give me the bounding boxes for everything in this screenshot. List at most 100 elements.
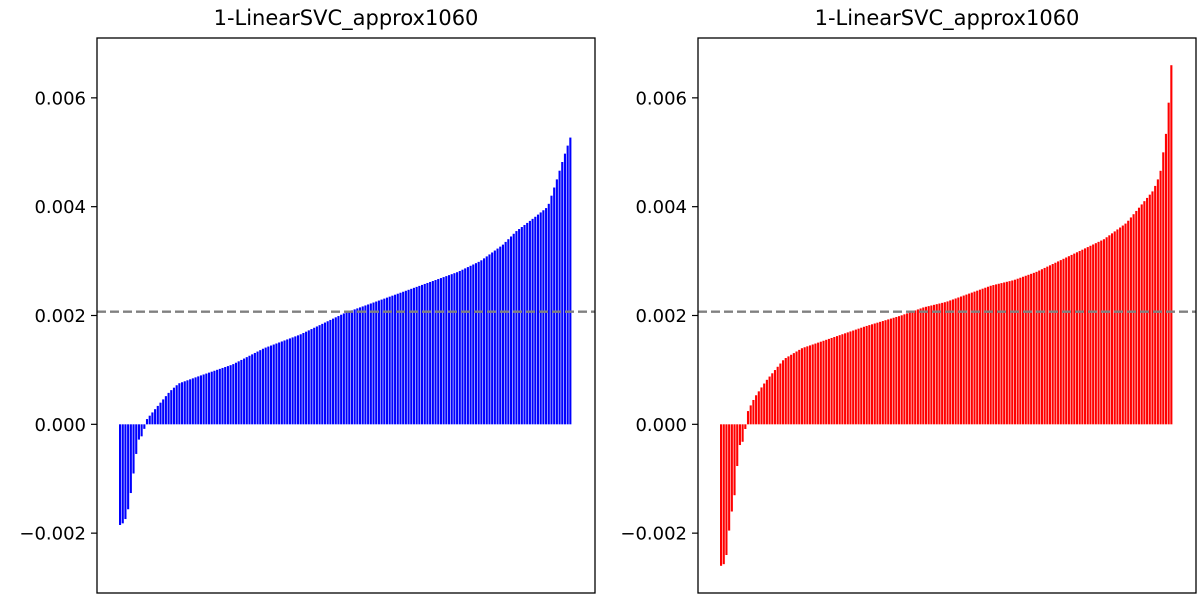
bar xyxy=(1027,274,1030,425)
bar xyxy=(167,392,170,425)
bar xyxy=(563,153,567,425)
bar xyxy=(933,304,936,425)
bar xyxy=(736,424,739,467)
bar xyxy=(207,372,211,425)
bar xyxy=(900,315,903,425)
bar xyxy=(1067,256,1070,425)
bar xyxy=(1113,231,1116,425)
bar xyxy=(903,314,906,425)
bar xyxy=(784,358,787,425)
bar xyxy=(129,424,132,494)
bar xyxy=(318,325,321,425)
chart-panel-1: −0.002 0.000 0.002 0.004 0.006 1-LinearSVC_ap… xyxy=(19,6,596,594)
bar xyxy=(272,344,275,425)
bar xyxy=(752,399,755,425)
bar xyxy=(854,329,857,425)
bar xyxy=(267,346,270,425)
bar xyxy=(838,335,841,425)
bar xyxy=(383,298,386,425)
bar xyxy=(499,246,502,425)
bar xyxy=(965,294,968,425)
bar xyxy=(501,244,504,425)
bar xyxy=(819,341,822,425)
bar xyxy=(746,411,750,425)
bars-group xyxy=(119,137,572,525)
bar xyxy=(763,383,766,425)
bar xyxy=(1035,271,1038,425)
bar xyxy=(162,399,165,425)
bar xyxy=(733,424,736,496)
bar xyxy=(914,310,917,425)
bar xyxy=(1102,239,1105,425)
bar xyxy=(1140,204,1143,425)
bar xyxy=(181,382,184,425)
bar xyxy=(323,322,327,425)
bar xyxy=(1032,272,1035,425)
bar xyxy=(927,306,930,425)
bar xyxy=(550,195,553,425)
bar xyxy=(725,424,728,556)
bar xyxy=(943,302,946,425)
bar xyxy=(124,424,127,520)
bar xyxy=(798,349,801,425)
bar xyxy=(1119,227,1122,425)
bar xyxy=(377,300,380,425)
bar xyxy=(989,285,992,425)
bar xyxy=(536,214,540,425)
bar xyxy=(229,365,232,425)
bar xyxy=(1048,265,1052,425)
bar xyxy=(426,282,429,425)
bar xyxy=(1013,279,1017,425)
bar xyxy=(881,321,884,425)
bar xyxy=(1022,276,1025,425)
bar xyxy=(191,378,194,425)
y-tick-label: 0.000 xyxy=(34,415,86,436)
bar xyxy=(197,376,200,425)
bar xyxy=(970,292,973,425)
bar xyxy=(919,308,922,425)
bar xyxy=(954,298,957,425)
bar xyxy=(857,328,860,425)
bar xyxy=(995,284,998,425)
bar xyxy=(280,341,283,425)
bar xyxy=(313,327,316,425)
bar xyxy=(841,334,844,425)
bar xyxy=(1092,244,1095,425)
bar xyxy=(121,424,124,524)
bar xyxy=(491,252,494,425)
bar xyxy=(981,288,984,425)
bar xyxy=(1046,266,1049,425)
bar xyxy=(302,332,305,425)
chart-panel-2: −0.002 0.000 0.002 0.004 0.006 1-LinearSVC_ap… xyxy=(620,6,1197,594)
bar xyxy=(1024,275,1027,425)
y-tick-label: 0.004 xyxy=(635,197,687,218)
bar xyxy=(461,269,464,425)
bar xyxy=(361,306,364,425)
bar xyxy=(760,387,763,425)
bar xyxy=(194,377,197,425)
bar xyxy=(504,241,507,425)
bar xyxy=(924,306,928,425)
bar xyxy=(178,383,181,425)
bar xyxy=(288,338,291,425)
bar xyxy=(1151,191,1154,425)
bar xyxy=(976,290,979,425)
bar xyxy=(205,373,208,425)
bar xyxy=(364,305,367,425)
bar xyxy=(156,405,159,425)
bar xyxy=(534,216,537,425)
bar xyxy=(1070,254,1073,425)
chart-title: 1-LinearSVC_approx1060 xyxy=(815,6,1080,31)
bar xyxy=(862,326,866,425)
bar xyxy=(172,387,176,425)
bar xyxy=(962,295,965,425)
bar xyxy=(402,291,405,425)
bar xyxy=(895,316,898,425)
bar xyxy=(1132,214,1135,425)
bar xyxy=(434,280,437,425)
bar xyxy=(480,260,483,425)
bar xyxy=(531,218,534,425)
bar xyxy=(542,210,545,425)
